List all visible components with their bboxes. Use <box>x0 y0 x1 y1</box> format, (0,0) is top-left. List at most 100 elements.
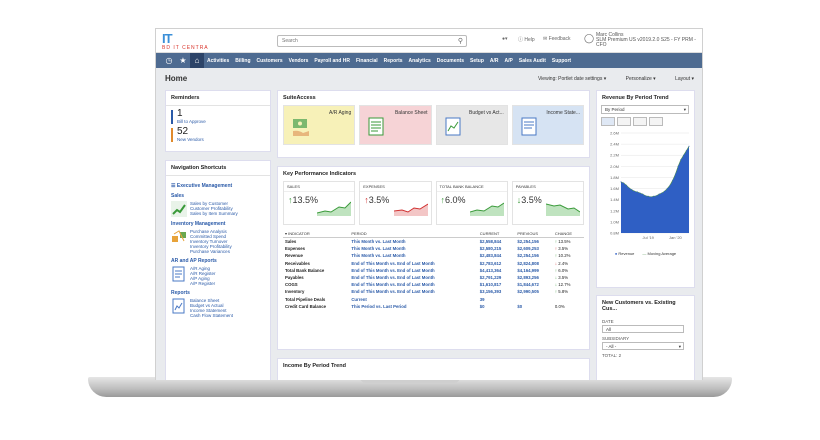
nav-customers[interactable]: Customers <box>256 57 283 64</box>
shortcut-link[interactable]: Income Statement <box>190 308 227 313</box>
shortcut-link[interactable]: A/R Register <box>190 271 216 276</box>
date-field[interactable]: All <box>602 325 684 333</box>
home-icon[interactable]: ⌂ <box>190 53 204 68</box>
reminder-label[interactable]: New Vendors <box>177 137 204 142</box>
nav-vendors[interactable]: Vendors <box>288 57 309 64</box>
kpi-period[interactable]: This Month vs. Last Month <box>351 246 406 252</box>
search-icon[interactable]: ⚲ <box>457 38 463 45</box>
nav-setup[interactable]: Setup <box>470 57 484 64</box>
shortcut-link[interactable]: Inventory Turnover <box>190 239 228 244</box>
nav-payroll[interactable]: Payroll and HR <box>314 57 350 64</box>
kpi-card-sales[interactable]: SALES ↑13.5% <box>283 181 356 225</box>
nav-analytics[interactable]: Analytics <box>408 57 431 64</box>
table-row[interactable]: Payables End of This Month vs. End of Las… <box>283 274 584 281</box>
nav-billing[interactable]: Billing <box>235 57 251 64</box>
nav-support[interactable]: Support <box>551 57 572 64</box>
shortcut-link[interactable]: Balance Sheet <box>190 298 220 303</box>
shortcut-link[interactable]: Sales by Item Summary <box>190 211 238 216</box>
kpi-card-bank-balance[interactable]: TOTAL BANK BALANCE ↑6.0% <box>435 181 508 225</box>
kpi-col-header[interactable]: CURRENT <box>477 230 516 238</box>
global-search[interactable]: ⚲ <box>277 35 467 47</box>
line-chart-button[interactable] <box>633 117 647 126</box>
star-icon[interactable]: ★ <box>179 56 187 65</box>
shortcut-link[interactable]: A/R Aging <box>190 266 211 271</box>
kpi-card-expenses[interactable]: EXPENSES ↑3.5% <box>359 181 432 225</box>
kpi-period[interactable]: This Month vs. Last Month <box>351 239 406 245</box>
personalize-menu[interactable]: Personalize ▾ <box>625 76 656 82</box>
nav-sales-audit[interactable]: Sales Audit <box>518 57 546 64</box>
period-select[interactable]: By Period ▾ <box>601 105 689 114</box>
kpi-period[interactable]: This Month vs. Last Month <box>351 253 406 259</box>
area-chart-button[interactable] <box>601 117 615 126</box>
shortcut-link[interactable]: Customer Profitability <box>190 206 233 211</box>
shortcut-link[interactable]: Sales by Customer <box>190 201 229 206</box>
revenue-point <box>680 159 682 161</box>
recent-icon[interactable]: ◷ <box>165 56 173 65</box>
company-logo[interactable]: IT BD IT CENTRA <box>162 32 232 51</box>
table-row[interactable]: Credit Card Balance This Period vs. Last … <box>283 303 584 310</box>
revenue-point <box>666 188 668 190</box>
layout-menu[interactable]: Layout ▾ <box>675 76 694 82</box>
shortcut-link[interactable]: A/P Register <box>190 281 216 286</box>
table-row[interactable]: Expenses This Month vs. Last Month $2,580,… <box>283 245 584 252</box>
search-input[interactable] <box>282 38 452 44</box>
reminder-item[interactable]: 1 Bill to Approve <box>171 109 265 124</box>
legend-revenue[interactable]: ● Revenue <box>614 251 635 256</box>
shortcut-link[interactable]: A/P Aging <box>190 276 210 281</box>
reminder-label[interactable]: Bill to Approve <box>177 119 206 124</box>
kpi-indicator: Receivables <box>285 260 310 266</box>
kpi-period[interactable]: End of This Month vs. End of Last Month <box>351 267 435 273</box>
table-row[interactable]: Sales This Month vs. Last Month $2,558,844… <box>283 238 584 246</box>
table-row[interactable]: Inventory End of This Month vs. End of La… <box>283 288 584 295</box>
kpi-col-header[interactable]: CHANGE <box>552 230 584 238</box>
table-row[interactable]: Revenue This Month vs. Last Month $2,483,8… <box>283 252 584 259</box>
shortcut-link[interactable]: Budget vs Actual <box>190 303 224 308</box>
column-chart-button[interactable] <box>649 117 663 126</box>
nav-ap[interactable]: A/P <box>504 57 513 64</box>
kpi-period[interactable]: End of This Month vs. End of Last Month <box>351 260 435 266</box>
shortcut-link[interactable]: Inventory Profitability <box>190 244 232 249</box>
laptop-screen: IT BD IT CENTRA ⚲ ●▾ ⓘ Help ✉ Feedback ◯… <box>155 28 703 380</box>
kpi-sparkline <box>317 201 352 216</box>
help-link[interactable]: ⓘ Help <box>518 37 535 43</box>
subsidiary-select[interactable]: - All - ▾ <box>602 342 684 350</box>
kpi-change: ↑ 10.2% <box>553 252 584 259</box>
legend-moving-average[interactable]: — Moving Average <box>642 251 677 256</box>
kpi-period[interactable]: This Period vs. Last Period <box>351 303 407 309</box>
reminder-item[interactable]: 52 New Vendors <box>171 127 265 142</box>
kpi-period[interactable]: End of This Month vs. End of Last Month <box>351 275 435 281</box>
feedback-link[interactable]: ✉ Feedback <box>543 36 571 42</box>
suite-tile-income-statement[interactable]: Income State... <box>511 105 584 145</box>
shortcut-link[interactable]: Committed Spend <box>190 234 227 239</box>
nav-activities[interactable]: Activities <box>207 57 230 64</box>
suite-tile-budget-vs-actual[interactable]: Budget vs Act... <box>435 105 508 145</box>
kpi-col-header[interactable]: PREVIOUS <box>515 230 553 238</box>
shortcut-link[interactable]: Purchase Variances <box>190 249 230 254</box>
table-row[interactable]: Total Bank Balance End of This Month vs. … <box>283 267 584 274</box>
shortcut-link[interactable]: Purchase Analysis <box>190 229 227 234</box>
help-label: Help <box>524 37 535 43</box>
portlet-date-settings[interactable]: Viewing: Portlet date settings ▾ <box>537 76 607 82</box>
table-row[interactable]: Total Pipeline Deals Current 39 <box>283 296 584 303</box>
kpi-period[interactable]: End of This Month vs. End of Last Month <box>351 289 435 295</box>
nav-financial[interactable]: Financial <box>355 57 378 64</box>
kpi-period[interactable]: Current <box>351 296 367 302</box>
shortcut-link[interactable]: Cash Flow Statement <box>190 313 234 318</box>
kpi-period[interactable]: End of This Month vs. End of Last Month <box>351 282 435 288</box>
suite-tile-ar-aging[interactable]: A/R Aging <box>283 105 356 145</box>
recent-records-icon[interactable]: ●▾ <box>502 36 508 42</box>
revenue-point <box>658 193 660 195</box>
table-row[interactable]: COGS End of This Month vs. End of Last Mo… <box>283 281 584 288</box>
executive-management-link[interactable]: ☰ Executive Management <box>171 183 233 189</box>
suite-tile-balance-sheet[interactable]: Balance Sheet <box>359 105 432 145</box>
kpi-card-payables[interactable]: PAYABLES ↓3.5% <box>511 181 584 225</box>
avatar[interactable]: ◯ <box>584 33 595 43</box>
bar-chart-button[interactable] <box>617 117 631 126</box>
kpi-col-header[interactable]: PERIOD <box>349 230 478 238</box>
nav-ar[interactable]: A/R <box>489 57 499 64</box>
kpi-col-header[interactable]: ▾ INDICATOR <box>283 230 350 238</box>
table-row[interactable]: Receivables End of This Month vs. End of … <box>283 260 584 267</box>
user-menu[interactable]: Marc Collins SLM Premium US v2019.2.0 S2… <box>596 33 702 48</box>
nav-reports[interactable]: Reports <box>383 57 403 64</box>
nav-documents[interactable]: Documents <box>436 57 465 64</box>
